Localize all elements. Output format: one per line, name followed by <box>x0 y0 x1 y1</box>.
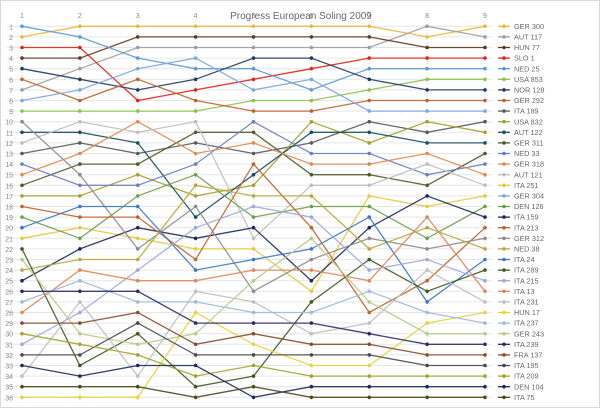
svg-text:20: 20 <box>5 226 13 233</box>
svg-text:ITA 251: ITA 251 <box>514 181 539 190</box>
svg-text:GER 300: GER 300 <box>514 22 544 31</box>
svg-text:29: 29 <box>5 321 13 328</box>
svg-text:GER 312: GER 312 <box>514 234 544 243</box>
svg-text:9: 9 <box>9 109 13 116</box>
svg-text:ITA 215: ITA 215 <box>514 276 539 285</box>
svg-text:ITA 159: ITA 159 <box>514 213 539 222</box>
svg-text:21: 21 <box>5 236 13 243</box>
svg-text:8: 8 <box>9 99 13 106</box>
svg-text:AUT 121: AUT 121 <box>514 170 543 179</box>
svg-text:SLO 1: SLO 1 <box>514 54 535 63</box>
svg-text:GER 318: GER 318 <box>514 160 544 169</box>
svg-text:DEN 126: DEN 126 <box>514 202 544 211</box>
svg-text:1: 1 <box>9 24 13 31</box>
svg-text:ITA 195: ITA 195 <box>514 361 539 370</box>
svg-text:15: 15 <box>5 173 13 180</box>
svg-text:5: 5 <box>252 13 256 20</box>
svg-text:USA 832: USA 832 <box>514 117 543 126</box>
svg-text:28: 28 <box>5 311 13 318</box>
svg-text:ITA 24: ITA 24 <box>514 255 535 264</box>
svg-text:HUN 17: HUN 17 <box>514 308 540 317</box>
svg-text:30: 30 <box>5 332 13 339</box>
svg-text:33: 33 <box>5 364 13 371</box>
svg-text:GER 243: GER 243 <box>514 329 544 338</box>
svg-text:17: 17 <box>5 194 13 201</box>
svg-text:ITA 289: ITA 289 <box>514 266 539 275</box>
svg-text:FRA 137: FRA 137 <box>514 351 542 360</box>
svg-text:DEN 104: DEN 104 <box>514 382 544 391</box>
svg-text:1: 1 <box>20 13 24 20</box>
svg-text:5: 5 <box>9 67 13 74</box>
svg-text:ITA 237: ITA 237 <box>514 319 539 328</box>
svg-text:2: 2 <box>9 35 13 42</box>
svg-text:27: 27 <box>5 300 13 307</box>
svg-text:31: 31 <box>5 342 13 349</box>
svg-text:2: 2 <box>78 13 82 20</box>
svg-text:USA 853: USA 853 <box>514 75 543 84</box>
svg-text:NOR 128: NOR 128 <box>514 86 544 95</box>
svg-text:24: 24 <box>5 268 13 275</box>
svg-text:19: 19 <box>5 215 13 222</box>
svg-text:35: 35 <box>5 385 13 392</box>
svg-text:11: 11 <box>6 130 13 137</box>
svg-text:ITA 209: ITA 209 <box>514 372 539 381</box>
svg-text:NED 25: NED 25 <box>514 64 540 73</box>
svg-text:ITA 231: ITA 231 <box>514 298 539 307</box>
svg-text:10: 10 <box>5 120 13 127</box>
svg-text:26: 26 <box>5 289 13 296</box>
svg-text:22: 22 <box>5 247 13 254</box>
svg-text:AUT 122: AUT 122 <box>514 128 543 137</box>
svg-text:NED 38: NED 38 <box>514 245 540 254</box>
svg-text:14: 14 <box>5 162 13 169</box>
svg-text:7: 7 <box>367 13 371 20</box>
svg-text:4: 4 <box>9 56 13 63</box>
svg-text:8: 8 <box>425 13 429 20</box>
svg-text:12: 12 <box>5 141 13 148</box>
svg-text:ITA 239: ITA 239 <box>514 340 539 349</box>
svg-text:25: 25 <box>5 279 13 286</box>
svg-text:36: 36 <box>5 395 13 402</box>
svg-text:HUN 77: HUN 77 <box>514 43 540 52</box>
svg-text:7: 7 <box>9 88 13 95</box>
svg-text:AUT 117: AUT 117 <box>514 33 542 42</box>
svg-text:6: 6 <box>309 13 313 20</box>
svg-text:13: 13 <box>5 152 13 159</box>
svg-text:6: 6 <box>9 77 13 84</box>
svg-text:ITA 213: ITA 213 <box>514 223 539 232</box>
svg-text:18: 18 <box>5 205 13 212</box>
svg-text:4: 4 <box>194 13 198 20</box>
svg-text:9: 9 <box>483 13 487 20</box>
svg-text:NED 33: NED 33 <box>514 149 540 158</box>
svg-text:3: 3 <box>9 46 13 53</box>
svg-text:32: 32 <box>5 353 13 360</box>
svg-text:ITA 13: ITA 13 <box>514 287 535 296</box>
svg-text:GER 304: GER 304 <box>514 192 544 201</box>
svg-text:ITA 75: ITA 75 <box>514 393 535 402</box>
svg-text:16: 16 <box>5 183 13 190</box>
svg-text:3: 3 <box>136 13 140 20</box>
svg-text:34: 34 <box>5 374 13 381</box>
svg-text:23: 23 <box>5 258 13 265</box>
svg-text:GER 292: GER 292 <box>514 96 544 105</box>
svg-text:GER 311: GER 311 <box>514 139 543 148</box>
svg-text:ITA 189: ITA 189 <box>514 107 539 116</box>
